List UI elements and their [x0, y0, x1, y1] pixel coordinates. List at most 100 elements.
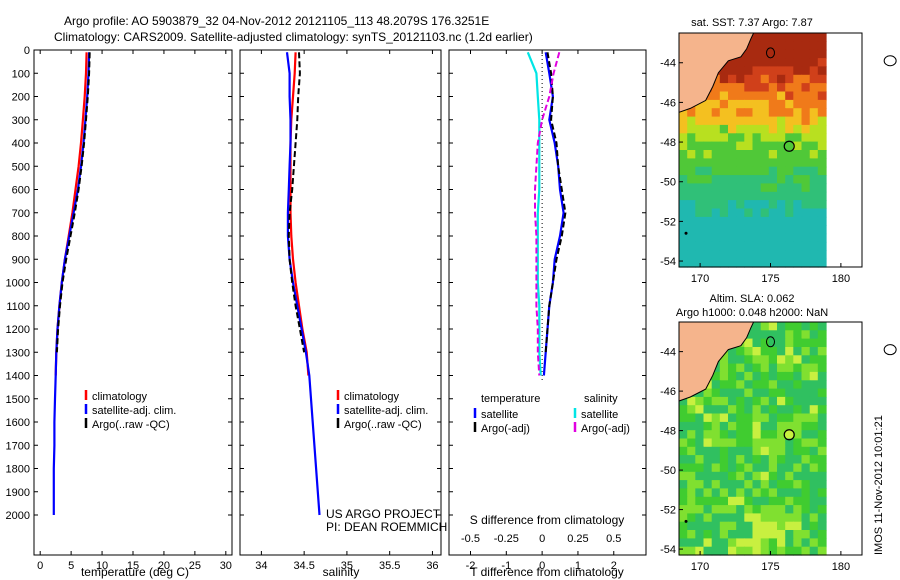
map-cell [695, 108, 705, 118]
map-cell [719, 538, 729, 548]
map-cell [801, 471, 811, 481]
map-cell [728, 380, 737, 390]
map-cell [687, 216, 696, 226]
map-cell [768, 158, 778, 168]
map-cell [711, 116, 721, 126]
map-cell [785, 225, 794, 235]
map-cell [687, 471, 696, 481]
map-cell [752, 116, 762, 126]
map-cell [728, 463, 737, 473]
map-cell [703, 141, 713, 151]
map-cell [777, 216, 786, 226]
map-cell [703, 538, 713, 548]
map-cell [777, 58, 786, 68]
map-cell [760, 421, 770, 431]
station-dot [684, 519, 688, 523]
lat-tick-label: -48 [660, 426, 676, 438]
map-cell [679, 455, 688, 464]
map-cell [793, 233, 803, 243]
map-cell [768, 488, 778, 498]
legend-label: Argo(..raw -QC) [344, 419, 422, 431]
map-cell [760, 241, 770, 251]
map-cell [728, 233, 737, 243]
map-cell [817, 513, 827, 523]
map-cell [785, 480, 794, 489]
map-cell [736, 530, 745, 539]
map-cell [736, 208, 745, 218]
map-cell [777, 371, 786, 381]
map-cell [801, 258, 811, 268]
map-cell [760, 488, 770, 498]
map-cell [760, 83, 770, 93]
map-cell [817, 363, 827, 373]
map-cell [817, 413, 827, 423]
map-cell [760, 471, 770, 481]
map-cell [817, 538, 827, 548]
map-cell [760, 380, 770, 390]
map-cell [768, 200, 778, 210]
map-cell [744, 521, 754, 531]
sla-map: -44 -46 -48 -50 -52 -54 170 175 180 [660, 321, 897, 573]
map-cell [695, 183, 705, 193]
map-cell [768, 430, 778, 440]
map-cell [801, 546, 811, 556]
map-cell [744, 225, 754, 235]
map-cell [785, 405, 794, 415]
map-cell [719, 250, 729, 260]
map-cell [768, 250, 778, 260]
map-cell [817, 225, 827, 235]
map-cell [744, 83, 754, 93]
x-tick-label: 15 [127, 560, 139, 572]
map-cell [768, 175, 778, 185]
map-cell [687, 258, 696, 268]
map-cell [777, 405, 786, 415]
map-cell [711, 133, 721, 143]
map-cell [728, 438, 737, 448]
y-tick-label: 100 [12, 68, 30, 80]
x-tick-label: 36 [426, 560, 438, 572]
map-cell [752, 58, 762, 68]
map-cell [679, 200, 688, 210]
map-cell [728, 446, 737, 456]
map-cell [744, 546, 754, 556]
map-cell [785, 538, 794, 548]
map-cell [760, 74, 770, 84]
map-cell [809, 175, 819, 185]
map-cell [809, 216, 819, 226]
map-cell [777, 108, 786, 118]
map-cell [793, 58, 803, 68]
map-cell [728, 91, 737, 101]
map-cell [752, 463, 762, 473]
map-cell [817, 371, 827, 381]
map-cell [809, 166, 819, 176]
map-cell [760, 463, 770, 473]
map-cell [752, 330, 762, 340]
map-cell [687, 108, 696, 118]
map-cell [719, 124, 729, 134]
map-cell [801, 380, 811, 390]
map-cell [801, 133, 811, 143]
map-cell [711, 241, 721, 251]
map-cell [744, 150, 754, 159]
map-cell [768, 225, 778, 235]
map-cell [711, 430, 721, 440]
map-cell [793, 355, 803, 365]
map-cell [711, 455, 721, 464]
argo-float-marker [783, 140, 795, 152]
map-cell [809, 513, 819, 523]
map-cell [711, 208, 721, 218]
map-cell [703, 233, 713, 243]
map-cell [809, 158, 819, 168]
map-cell [817, 208, 827, 218]
map-cell [679, 496, 688, 506]
map-cell [785, 371, 794, 381]
map-cell [752, 546, 762, 556]
map-cell [809, 413, 819, 423]
map-cell [728, 208, 737, 218]
map-cell [719, 216, 729, 226]
map-cell [719, 225, 729, 235]
map-cell [744, 191, 754, 201]
map-cell [752, 91, 762, 101]
map-cell [752, 74, 762, 84]
